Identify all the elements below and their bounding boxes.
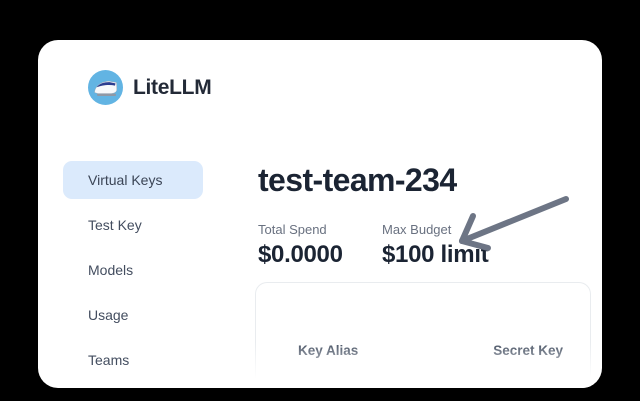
sidebar-item-label: Models bbox=[88, 262, 134, 278]
total-spend-stat: Total Spend $0.0000 bbox=[258, 222, 382, 269]
sidebar-item-teams[interactable]: Teams bbox=[63, 341, 203, 379]
sidebar-item-label: Virtual Keys bbox=[88, 172, 163, 188]
team-stats: Total Spend $0.0000 Max Budget $100 limi… bbox=[258, 222, 506, 269]
team-title: test-team-234 bbox=[258, 162, 457, 198]
sidebar-item-label: Teams bbox=[88, 352, 130, 368]
total-spend-label: Total Spend bbox=[258, 222, 327, 237]
brand-header: LiteLLM bbox=[88, 70, 212, 105]
total-spend-value: $0.0000 bbox=[258, 241, 343, 268]
keys-table-card: Key Alias Secret Key bbox=[255, 282, 591, 388]
sidebar-item-virtual-keys[interactable]: Virtual Keys bbox=[63, 161, 203, 199]
brand-name: LiteLLM bbox=[133, 75, 212, 99]
max-budget-value: $100 limit bbox=[382, 241, 489, 268]
sidebar-item-label: Test Key bbox=[88, 217, 142, 233]
litellm-train-logo-icon bbox=[88, 70, 123, 105]
sidebar-item-usage[interactable]: Usage bbox=[63, 296, 203, 334]
sidebar-item-label: Usage bbox=[88, 307, 129, 323]
max-budget-label: Max Budget bbox=[382, 222, 452, 237]
sidebar-item-models[interactable]: Models bbox=[63, 251, 203, 289]
keys-table-header-row: Key Alias Secret Key bbox=[256, 343, 590, 358]
sidebar-item-test-key[interactable]: Test Key bbox=[63, 206, 203, 244]
column-header-secret-key: Secret Key bbox=[493, 343, 563, 358]
column-header-key-alias: Key Alias bbox=[298, 343, 359, 358]
max-budget-stat: Max Budget $100 limit bbox=[382, 222, 506, 269]
app-window: LiteLLM Virtual Keys Test Key Models Usa… bbox=[38, 40, 602, 388]
sidebar-nav: Virtual Keys Test Key Models Usage Teams bbox=[63, 161, 213, 386]
